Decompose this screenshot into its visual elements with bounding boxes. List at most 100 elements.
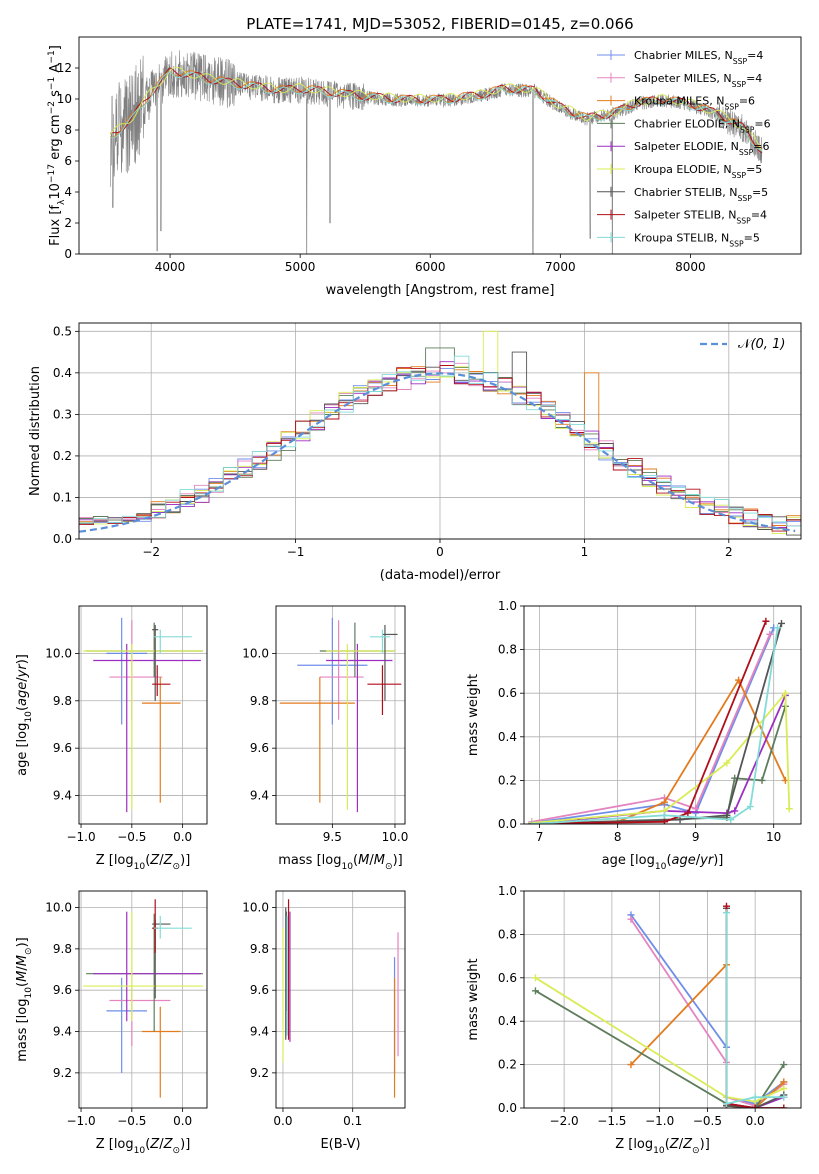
- spectrum-frame: [78, 36, 802, 255]
- weight_vs_Z-xtick-label: 0.0: [746, 1114, 765, 1128]
- weight_vs_age-marker-8-1: [660, 811, 668, 819]
- residuals-ytick-label: 0.2: [53, 449, 72, 463]
- spectrum-ylabel: Flux [fλ10−17 erg cm−2 s−1 A−1]: [47, 45, 67, 246]
- age_vs_mass-ytick-label: 9.8: [250, 694, 269, 708]
- spectrum-xtick-label: 4000: [155, 260, 186, 274]
- mass-z-ylabel: mass [log10(M/M⊙)]: [15, 937, 34, 1061]
- weight_vs_age-plot-area: [528, 617, 793, 824]
- weight_vs_age-marker-2-2: [660, 798, 668, 806]
- residuals-frame: [78, 322, 802, 540]
- weight_vs_age-series-line-0: [531, 627, 775, 824]
- spectrum-ytick-label: 12: [57, 61, 72, 75]
- mass_vs_EBV-xtick-label: 0.1: [343, 1114, 362, 1128]
- weight_vs_Z-marker-5-3: [780, 1084, 788, 1092]
- legend-label-2: Kroupa MILES, NSSP=6: [634, 95, 755, 112]
- age_vs_mass-plot-area: [279, 617, 402, 813]
- residual-xlabel: (data-model)/error: [380, 568, 501, 583]
- mass_vs_EBV-frame: [275, 890, 406, 1109]
- weight_vs_age-marker-8-4: [774, 624, 782, 632]
- spectrum-plot-area: [109, 50, 763, 254]
- weight_vs_age-ytick-label: 0.2: [498, 773, 517, 787]
- legend-label-0: Chabrier MILES, NSSP=4: [634, 49, 763, 66]
- spectrum-xtick-label: 7000: [545, 260, 576, 274]
- age_vs_mass-ytick-label: 9.4: [250, 789, 269, 803]
- mass_vs_EBV-xtick-label: 0.0: [273, 1114, 292, 1128]
- mass_vs_Z-ytick-label: 9.8: [53, 942, 72, 956]
- age-mass-xlabel: mass [log10(M/M⊙)]: [278, 853, 402, 872]
- weight_vs_age-marker-8-2: [727, 816, 735, 824]
- weight_vs_age-marker-5-2: [723, 759, 731, 767]
- weight_vs_age-marker-7-4: [762, 617, 770, 625]
- weight_vs_Z-xtick-label: −2.0: [550, 1114, 579, 1128]
- weight_vs_Z-marker-2-0: [627, 1061, 635, 1069]
- legend-label-6: Chabrier STELIB, NSSP=5: [634, 186, 768, 203]
- weight-age-ylabel: mass weight: [466, 674, 481, 756]
- model-spectrum-line-2: [109, 66, 763, 152]
- legend-label-5: Kroupa ELODIE, NSSP=5: [634, 163, 762, 180]
- weight_vs_Z-marker-8-3: [780, 1093, 788, 1101]
- residuals-axes: −2 −1 0 1 2 0.0 0.1 0.2 0.3 0.4 0.5 𝒩(0, 1) (data-mo…: [28, 322, 802, 583]
- residuals-xtick-label: −2: [142, 545, 160, 559]
- weight_vs_age-marker-3-4: [758, 776, 766, 784]
- age_vs_Z-xtick-label: 0.0: [173, 830, 192, 844]
- weight_vs_Z-ytick-label: 0.4: [498, 1014, 517, 1028]
- weight_vs_age-marker-1-3: [766, 630, 774, 638]
- weight-z-xlabel: Z [log10(Z/Z⊙)]: [615, 1137, 710, 1156]
- weight_vs_age-marker-5-3: [781, 689, 789, 697]
- mass_vs_Z-grid: [79, 891, 207, 1108]
- mass_vs_Z-xtick-label: 0.0: [173, 1114, 192, 1128]
- weight_vs_Z-marker-2-4: [780, 1078, 788, 1086]
- mass_vs_EBV-ytick-label: 9.6: [250, 983, 269, 997]
- mass_vs_Z-plot-area: [83, 899, 203, 1098]
- age_vs_Z-axes: −1.0 −0.5 0.0 9.4 9.6 9.8 10.0 Z [log10(Z/Z⊙)] a…: [15, 605, 208, 872]
- weight_vs_age-frame: [523, 605, 802, 825]
- weight-age-xlabel: age [log10(age/yr)]: [602, 853, 724, 872]
- residuals-ytick-label: 0.3: [53, 407, 72, 421]
- mass_vs_EBV-axes: 0.0 0.1 9.2 9.4 9.6 9.8 10.0 E(B-V): [242, 890, 406, 1152]
- weight_vs_age-ytick-label: 0.8: [498, 643, 517, 657]
- weight_vs_age-ytick-label: 0.4: [498, 730, 517, 744]
- age_vs_mass-grid: [276, 606, 405, 824]
- weight_vs_Z-xtick-label: −1.0: [645, 1114, 674, 1128]
- weight_vs_age-marker-5-4: [785, 805, 793, 813]
- spectrum-ytick-label: 2: [64, 216, 72, 230]
- weight_vs_Z-series-line-8: [725, 912, 784, 1105]
- residuals-xtick-label: 1: [581, 545, 589, 559]
- age-z-ylabel: age [log10(age/yr)]: [15, 654, 34, 776]
- weight_vs_age-marker-4-3: [731, 807, 739, 815]
- mass_vs_Z-ytick-label: 9.6: [53, 983, 72, 997]
- weight_vs_age-series-line-8: [531, 627, 779, 824]
- weight_vs_age-marker-6-3: [777, 619, 785, 627]
- weight_vs_age-marker-6-2: [723, 811, 731, 819]
- mass_vs_EBV-ytick-label: 9.8: [250, 942, 269, 956]
- weight_vs_Z-marker-7-0: [722, 902, 730, 910]
- weight_vs_Z-ytick-label: 0.6: [498, 971, 517, 985]
- weight_vs_age-ytick-label: 1.0: [498, 599, 517, 613]
- weight_vs_Z-marker-8-0: [722, 909, 730, 917]
- spectrum-ytick-label: 0: [64, 247, 72, 261]
- weight_vs_Z-series-line-5: [535, 977, 785, 1103]
- normal-legend-label: 𝒩(0, 1): [738, 337, 785, 352]
- weight_vs_Z-marker-3-3: [780, 1061, 788, 1069]
- weight_vs_age-xtick-label: 10: [766, 830, 781, 844]
- age_vs_Z-ytick-label: 9.4: [53, 789, 72, 803]
- weight_vs_age-marker-2-3: [735, 676, 743, 684]
- weight_vs_Z-plot-area: [531, 902, 788, 1108]
- mass_vs_Z-ytick-label: 9.4: [53, 1025, 72, 1039]
- weight_vs_age-marker-7-2: [660, 818, 668, 824]
- weight_vs_Z-frame: [523, 890, 802, 1109]
- residuals-ytick-label: 0.5: [53, 324, 72, 338]
- mass_vs_Z-axes: −1.0 −0.5 0.0 9.2 9.4 9.6 9.8 10.0 Z [log10(Z/Z⊙…: [15, 890, 208, 1156]
- weight_vs_Z-marker-7-2: [751, 1104, 759, 1108]
- mass_vs_EBV-grid: [276, 891, 405, 1108]
- legend-label-7: Salpeter STELIB, NSSP=4: [634, 209, 767, 226]
- age_vs_mass-ytick-label: 9.6: [250, 741, 269, 755]
- age_vs_Z-ytick-label: 10.0: [45, 646, 72, 660]
- residuals-ytick-label: 0.4: [53, 366, 72, 380]
- spectrum-xtick-label: 5000: [285, 260, 316, 274]
- age_vs_Z-xtick-label: −1.0: [66, 830, 95, 844]
- weight_vs_Z-xtick-label: −1.5: [597, 1114, 626, 1128]
- spectrum-legend: Chabrier MILES, NSSP=4 Salpeter MILES, NS…: [597, 49, 771, 248]
- age_vs_Z-xtick-label: −0.5: [117, 830, 146, 844]
